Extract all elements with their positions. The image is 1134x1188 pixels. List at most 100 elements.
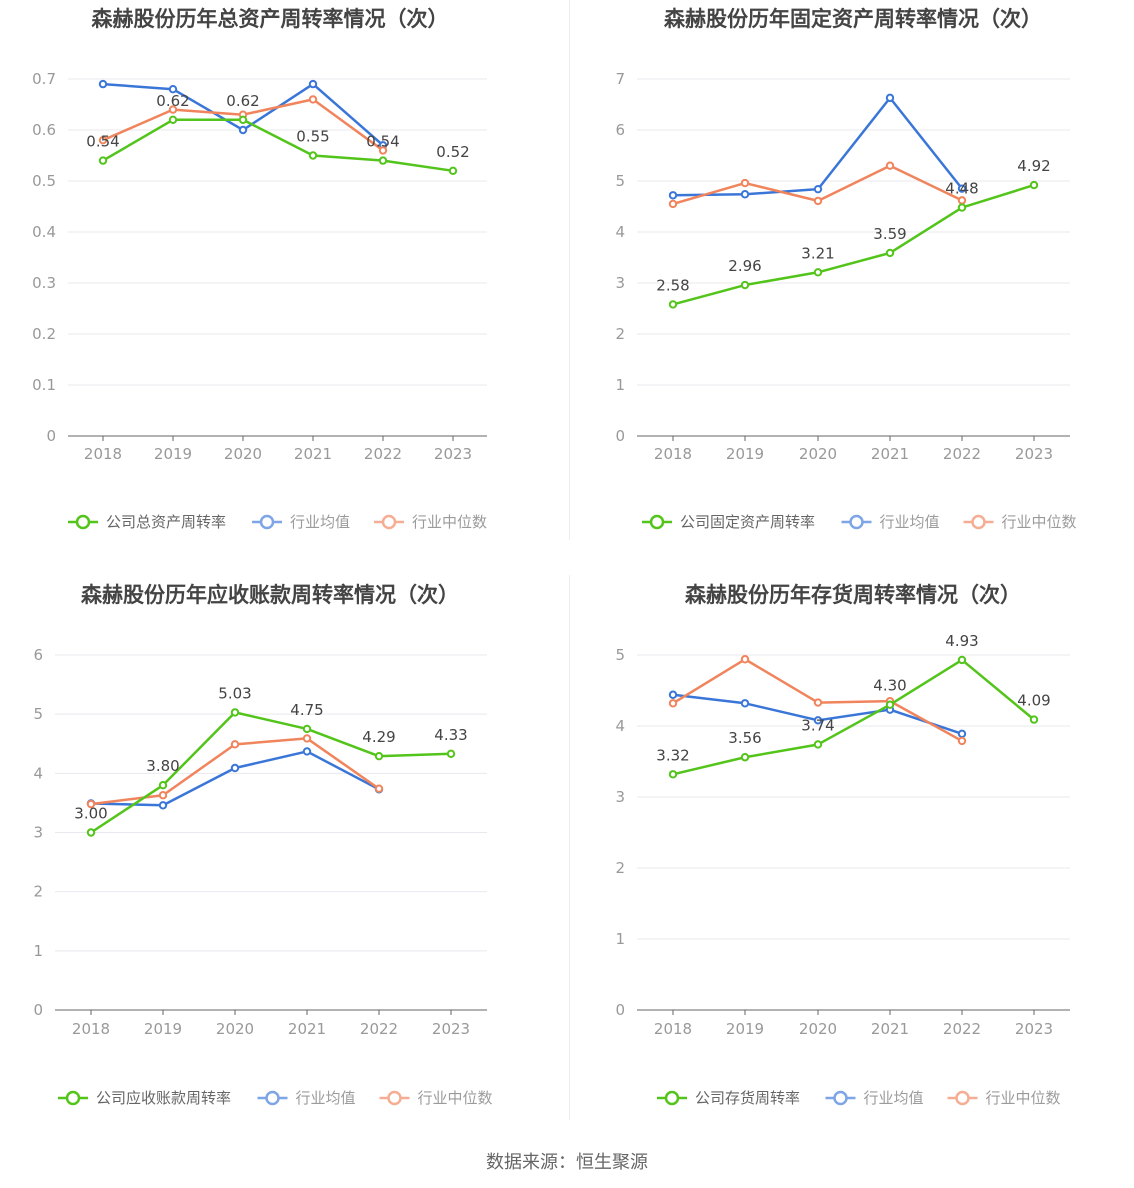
- legend-item-company[interactable]: 公司固定资产周转率: [642, 513, 815, 531]
- data-point-median: [302, 734, 312, 743]
- y-tick-label: 4: [33, 764, 43, 782]
- y-tick-label: 0.6: [32, 121, 56, 139]
- y-tick-label: 4: [615, 717, 625, 735]
- x-tick-label: 2022: [364, 445, 402, 463]
- data-point-median: [668, 699, 678, 708]
- legend-marker-icon: [381, 514, 397, 530]
- data-point-company: [957, 203, 967, 212]
- y-tick-label: 0: [46, 427, 56, 445]
- legend-item-median[interactable]: 行业中位数: [379, 1089, 493, 1107]
- y-tick-label: 0: [615, 427, 625, 445]
- x-tick-label: 2021: [294, 445, 332, 463]
- legend-label: 公司总资产周转率: [106, 513, 226, 531]
- data-point-company: [374, 751, 384, 761]
- data-label: 0.55: [296, 128, 329, 146]
- data-label: 0.54: [86, 133, 119, 151]
- x-tick-label: 2022: [360, 1020, 398, 1038]
- data-label: 4.30: [873, 677, 906, 695]
- data-point-company: [668, 770, 678, 779]
- y-tick-label: 6: [33, 646, 43, 664]
- legend-item-average[interactable]: 行业均值: [252, 513, 350, 531]
- data-point-company: [668, 300, 678, 309]
- data-label: 4.92: [1017, 157, 1050, 175]
- x-tick-label: 2020: [224, 445, 262, 463]
- data-point-average: [957, 729, 967, 739]
- data-point-median: [668, 199, 678, 209]
- data-point-company: [302, 724, 312, 734]
- legend-item-median[interactable]: 行业中位数: [374, 513, 487, 531]
- data-label: 4.33: [434, 726, 467, 744]
- legend-item-average[interactable]: 行业均值: [825, 1089, 924, 1107]
- legend-item-company[interactable]: 公司应收账款周转率: [58, 1089, 231, 1107]
- y-tick-label: 5: [615, 646, 625, 664]
- data-point-company: [813, 268, 823, 277]
- y-tick-label: 2: [615, 859, 625, 877]
- data-point-average: [230, 763, 240, 773]
- legend-item-median[interactable]: 行业中位数: [963, 513, 1077, 531]
- y-tick-label: 0.5: [32, 172, 56, 190]
- x-tick-label: 2018: [654, 445, 692, 463]
- data-label: 3.80: [146, 757, 179, 775]
- data-label: 4.29: [362, 728, 395, 746]
- chart-title: 森赫股份历年固定资产周转率情况（次）: [664, 7, 1042, 31]
- data-point-median: [168, 105, 178, 114]
- data-point-company: [1029, 715, 1039, 724]
- legend-item-company[interactable]: 公司总资产周转率: [68, 513, 226, 531]
- legend-label: 行业均值: [864, 1089, 924, 1107]
- legend-item-company[interactable]: 公司存货周转率: [657, 1089, 800, 1107]
- legend-marker-icon: [259, 514, 275, 530]
- legend-label: 公司存货周转率: [695, 1089, 800, 1107]
- y-tick-label: 0: [615, 1001, 625, 1019]
- data-point-median: [957, 736, 967, 746]
- data-point-average: [168, 85, 178, 94]
- x-tick-label: 2019: [726, 445, 764, 463]
- data-label: 5.03: [218, 684, 251, 702]
- data-point-company: [308, 151, 318, 160]
- x-tick-label: 2022: [943, 1020, 981, 1038]
- data-point-median: [740, 178, 750, 188]
- legend-marker-icon: [75, 514, 91, 530]
- legend-item-average[interactable]: 行业均值: [841, 513, 940, 531]
- data-label: 3.21: [801, 244, 834, 262]
- data-point-median: [378, 146, 388, 155]
- data-label: 4.75: [290, 701, 323, 719]
- legend-item-median[interactable]: 行业中位数: [947, 1089, 1061, 1107]
- legend-marker-icon: [65, 1090, 81, 1106]
- data-point-company: [813, 740, 823, 749]
- x-tick-label: 2018: [654, 1020, 692, 1038]
- data-label: 0.52: [436, 143, 469, 161]
- data-label: 3.74: [801, 716, 834, 734]
- data-point-average: [668, 690, 678, 699]
- y-tick-label: 3: [33, 824, 43, 842]
- x-tick-label: 2020: [799, 445, 837, 463]
- data-point-company: [238, 115, 248, 125]
- data-point-median: [98, 136, 108, 145]
- y-tick-label: 5: [33, 705, 43, 723]
- y-tick-label: 6: [615, 121, 625, 139]
- legend-marker-icon: [833, 1090, 848, 1106]
- x-tick-label: 2021: [288, 1020, 326, 1038]
- legend-marker-icon: [955, 1090, 970, 1106]
- data-point-company: [448, 166, 458, 176]
- y-tick-label: 1: [33, 942, 43, 960]
- data-point-company: [378, 156, 388, 165]
- data-point-average: [238, 125, 248, 135]
- y-tick-label: 0.7: [32, 70, 56, 88]
- legend-item-average[interactable]: 行业均值: [257, 1089, 356, 1107]
- series-line-company: [672, 658, 1035, 776]
- data-label: 0.62: [156, 92, 189, 110]
- chart-title: 森赫股份历年存货周转率情况（次）: [685, 583, 1021, 607]
- legend-label: 行业中位数: [1002, 513, 1077, 531]
- series-line-company: [90, 711, 452, 834]
- x-tick-label: 2020: [216, 1020, 254, 1038]
- y-tick-label: 2: [615, 325, 625, 343]
- x-tick-label: 2023: [434, 445, 472, 463]
- data-point-median: [308, 95, 318, 104]
- data-source: 数据来源：恒生聚源: [486, 1152, 648, 1173]
- y-tick-label: 0: [33, 1001, 43, 1019]
- y-tick-label: 0.1: [32, 376, 56, 394]
- data-point-company: [230, 708, 240, 717]
- chart-title: 森赫股份历年总资产周转率情况（次）: [92, 7, 449, 31]
- data-point-company: [158, 780, 168, 790]
- legend-label: 行业均值: [296, 1089, 356, 1107]
